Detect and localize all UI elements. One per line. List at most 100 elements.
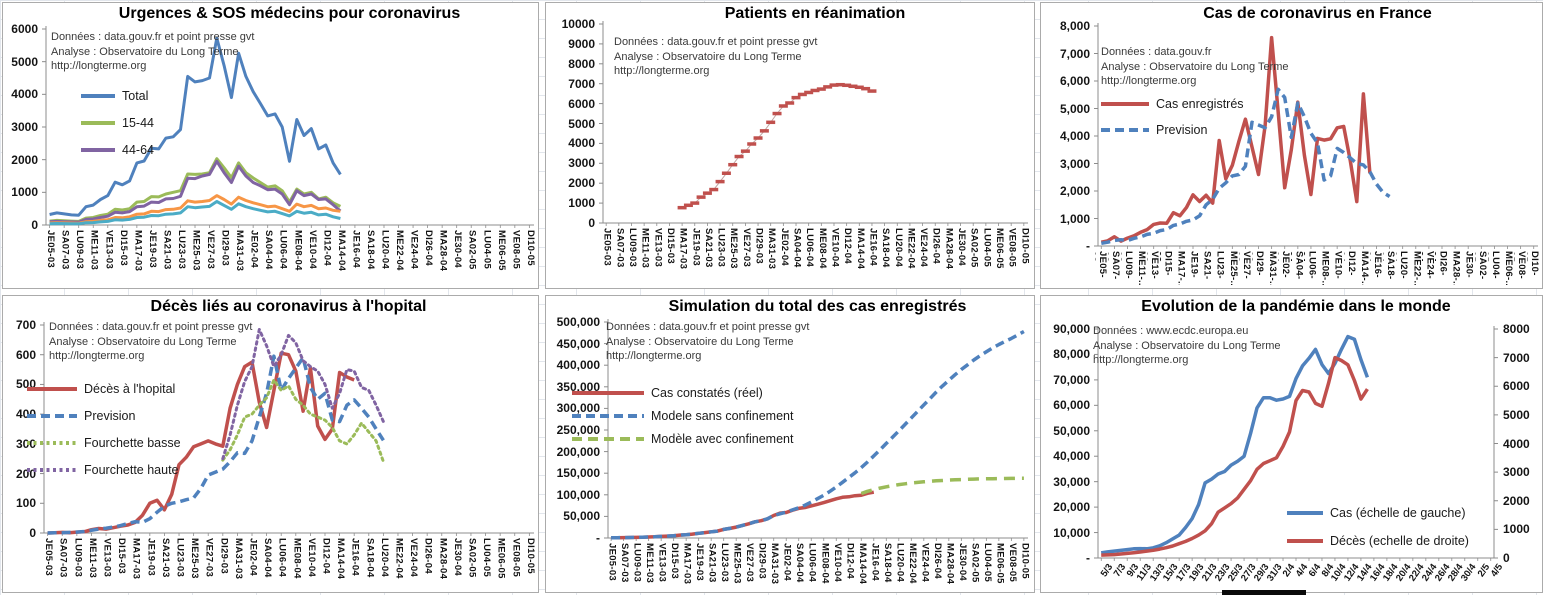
annotation-line: Données : www.ecdc.europa.eu [1093, 325, 1249, 337]
x-axis-tick-label: JE16-04 [867, 228, 879, 267]
x-axis-tick-label: VE13-03 [656, 543, 668, 583]
x-axis-tick-label: LU06-04 [276, 538, 288, 578]
x-axis-tick-label: DI12-04 [842, 228, 854, 264]
chart-deces-hopital[interactable]: Décès liés au coronavirus à l'hopital Do… [2, 295, 539, 593]
x-axis-tick-label: SA21-03 [1200, 251, 1213, 280]
x-axis-tick-label: ME25-03 [190, 230, 202, 271]
x-axis-tick-label: VE24-04 [1422, 251, 1436, 279]
x-axis-tick-label: MA28-04 [437, 230, 449, 272]
x-axis-tick-label: VE13-03 [652, 228, 664, 268]
x-axis-tick-label: MA31-03 [234, 230, 246, 272]
y-axis-tick-label: 10,000 [1053, 525, 1090, 540]
x-axis-tick-label: ME22-04 [393, 538, 405, 579]
chart-cas-france[interactable]: Cas de coronavirus en France Données : d… [1040, 2, 1543, 289]
annotation-line: http://longterme.org [51, 60, 147, 72]
x-axis-tick-label: LU23-03 [175, 230, 187, 270]
x-axis-tick-label: ME08-... [1319, 251, 1331, 285]
x-axis-tick-label: SA21-03 [702, 228, 714, 268]
x-axis-tick-label: VE24-04 [919, 543, 931, 583]
legend-label: Prevision [1156, 123, 1208, 137]
x-axis-tick-label: SA18-04 [881, 543, 893, 583]
x-axis-tick-label: DI15-03 [1160, 251, 1174, 276]
series-line [49, 159, 342, 224]
legend-line-sample [572, 391, 644, 395]
legend-line-sample [1287, 511, 1323, 515]
y-axis-tick-label: 0 [31, 218, 38, 232]
x-axis-tick-label: MA17-03 [681, 543, 693, 585]
y-axis-tick-label: 2000 [11, 152, 38, 167]
x-axis-tick-label: ME25-03 [731, 543, 743, 584]
chart-urgences-sos[interactable]: Urgences & SOS médecins pour coronavirus… [2, 2, 539, 289]
y2-axis-tick-label: 5000 [1503, 407, 1530, 422]
x-axis-tick-label: MA17-.. [1175, 251, 1187, 285]
x-axis-tick-label: LU09-03 [72, 538, 84, 578]
x-axis-tick-label: DI26-04 [931, 543, 943, 579]
y-axis-tick-label: 90,000 [1053, 322, 1090, 336]
x-axis-tick-label: JE05-03 [1095, 251, 1108, 278]
chart-pandemie-monde[interactable]: Evolution de la pandémie dans le monde D… [1040, 295, 1543, 593]
annotation-line: Analyse : Observatoire du Long Terme [1101, 60, 1289, 73]
plot-area [42, 26, 534, 228]
legend-label: Modèle avec confinement [651, 432, 794, 446]
x-axis-tick-label: DI26-04 [930, 228, 942, 264]
series-line [611, 490, 875, 540]
x-axis-tick-label: SA07-03 [614, 228, 626, 268]
annotation-line: Analyse : Observatoire du Long Terme [1093, 339, 1281, 352]
x-axis-tick-label: VE10-04 [831, 543, 843, 583]
x-axis-tick-label: MA17-03 [677, 228, 689, 270]
x-axis-tick-label: LU04-05 [1488, 251, 1501, 279]
x-axis-tick-label: LU09-03 [74, 230, 86, 270]
annotation-line: Analyse : Observatoire du Long Terme [606, 335, 794, 348]
x-axis-tick-label: DI12-04 [1344, 251, 1357, 276]
legend-line-sample [1101, 128, 1149, 132]
y-axis-tick-label: 2,000 [1059, 184, 1090, 198]
x-axis-tick-label: LU04-05 [481, 538, 493, 578]
chart-simulation-cas[interactable]: Simulation du total des cas enregistrés … [545, 295, 1035, 593]
x-axis-tick-label: DI10-05 [1019, 228, 1031, 264]
y-axis-tick-label: 40,000 [1053, 449, 1090, 464]
y-axis-tick-label: 300,000 [556, 401, 600, 416]
y2-axis-tick-label: 0 [1503, 551, 1510, 565]
chart-title: Evolution de la pandémie dans le monde [1141, 298, 1451, 315]
x-axis-tick-label: SA18-04 [1383, 251, 1397, 280]
x-axis-tick-label: ME11-03 [86, 538, 98, 579]
x-axis-tick-label: SA04-04 [1291, 251, 1305, 280]
x-axis-tick-label: SA18-04 [880, 228, 892, 268]
y-axis-tick-label: 400,000 [556, 358, 600, 373]
x-axis-tick-label: LU04-05 [981, 228, 993, 268]
chart-title: Cas de coronavirus en France [1203, 5, 1432, 22]
legend-line-sample [27, 387, 77, 391]
annotation-line: Données : data.gouv.fr et point presse g… [606, 321, 810, 333]
series-line [1100, 334, 1370, 555]
x-axis-tick-label: JE02-04 [247, 538, 259, 577]
legend-line-sample [572, 414, 644, 418]
x-axis-tick-label: SA04-04 [262, 538, 274, 578]
x-axis-tick-label: VE10-04 [829, 228, 841, 268]
chart-source-annotations: Données : data.gouv.fr Analyse : Observa… [1101, 45, 1289, 89]
y-axis-tick-label: 350,000 [556, 379, 600, 394]
x-axis-tick-label: MA31-.. [1267, 251, 1279, 285]
x-axis-tick-label: MA14-04 [335, 230, 347, 272]
x-axis-tick-label: LU06-04 [277, 230, 289, 270]
x-axis-tick-label: LU20-04 [892, 228, 904, 268]
x-axis-tick-label: JE30-04 [451, 538, 463, 577]
x-axis-tick-label: VE27-03 [203, 538, 215, 578]
annotation-line: http://longterme.org [49, 350, 145, 362]
legend-line-sample [1101, 102, 1149, 106]
x-axis-tick-label: SA21-03 [159, 538, 171, 578]
series-line [49, 200, 341, 226]
y-axis-tick-label: 50,000 [1053, 423, 1090, 438]
x-axis-tick-label: SA07-03 [57, 538, 69, 578]
x-axis-tick-label: LU23-03 [174, 538, 186, 578]
x-axis-tick-label: SA07-03 [59, 230, 71, 270]
x-axis-tick-label: ME06-05 [994, 543, 1006, 584]
y-axis-tick-label: 100 [15, 496, 36, 511]
chart-reanimation[interactable]: Patients en réanimation Données : data.g… [545, 2, 1035, 289]
series-line [1101, 355, 1369, 557]
legend-label: 15-44 [122, 116, 154, 130]
legend-line-sample [81, 94, 115, 98]
y-axis-tick-label: 9000 [568, 36, 595, 51]
x-axis-tick-label: JE16-04 [869, 543, 881, 582]
annotation-line: http://longterme.org [1101, 75, 1197, 87]
